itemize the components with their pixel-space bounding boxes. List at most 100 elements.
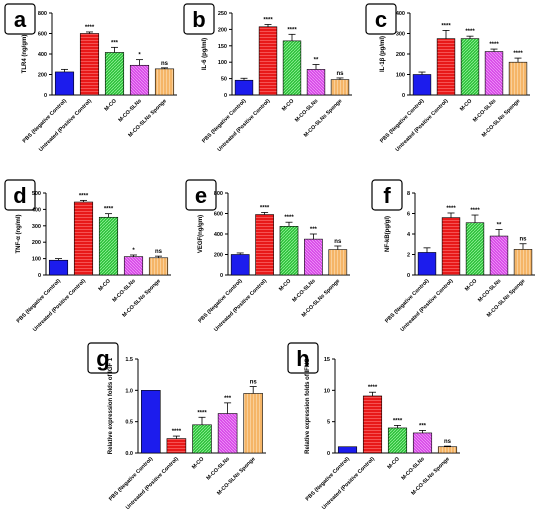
y-axis-label: TNF-α (ng/ml) (16, 214, 22, 253)
significance-label: **** (104, 207, 114, 213)
category-label: PBS (Negative Control) (379, 98, 425, 144)
significance-label: **** (368, 385, 378, 391)
bar (441, 217, 461, 276)
y-tick-label: 250 (218, 11, 227, 17)
bar (166, 438, 187, 454)
bar (98, 216, 119, 276)
y-tick-label: 0.0 (125, 451, 133, 457)
category-label: Untreated (Positive Control) (213, 278, 268, 333)
y-tick-label: 300 (396, 32, 405, 38)
category-label: PBS (Negative Control) (108, 456, 154, 502)
panel-letter-box (87, 342, 119, 374)
category-label: M-CO-SLNs (291, 278, 316, 303)
y-tick-label: 0 (38, 273, 41, 279)
bar (54, 71, 75, 96)
bar (387, 427, 408, 454)
bar (417, 252, 437, 276)
category-label: Untreated (Positive Control) (395, 98, 450, 153)
bar (304, 238, 323, 276)
significance-label: * (138, 53, 141, 59)
y-tick-label: 1.0 (125, 388, 133, 394)
significance-label: ns (336, 71, 344, 77)
bar (154, 68, 175, 96)
y-tick-label: 0 (407, 273, 410, 279)
panel-letter-box (185, 179, 217, 211)
y-tick-label: 200 (218, 27, 227, 33)
significance-label: *** (419, 423, 427, 429)
category-label: M-CO (464, 278, 478, 292)
significance-label: **** (489, 42, 499, 48)
significance-label: **** (513, 51, 523, 57)
y-tick-label: 200 (214, 253, 223, 259)
significance-label: **** (85, 25, 95, 31)
y-tick-label: 2 (407, 253, 410, 259)
y-tick-label: 300 (32, 224, 41, 230)
panel-letter-box (4, 3, 36, 35)
bar (412, 74, 432, 96)
y-tick-label: 5 (327, 420, 330, 426)
category-label: Untreated (Positive Control) (217, 98, 272, 153)
category-label: M-CO-SLNs (477, 278, 502, 303)
y-axis-label: IL-1β (pg/ml) (380, 36, 386, 72)
bar (437, 446, 458, 454)
significance-label: **** (172, 429, 182, 435)
category-label: M-CO (191, 456, 205, 470)
panel-letter-box (371, 179, 403, 211)
significance-label: ns (155, 249, 163, 255)
y-tick-label: 0.5 (125, 420, 133, 426)
bar (48, 259, 69, 276)
panel-h: h 0 5 10 15 Relative expression folds of IFNG… (287, 342, 460, 511)
panel-letter-box (4, 179, 36, 211)
significance-label: *** (224, 396, 232, 402)
y-tick-label: 200 (396, 52, 405, 58)
y-tick-label: 400 (32, 207, 41, 213)
y-tick-label: 8 (407, 191, 410, 197)
bar (255, 214, 274, 276)
y-tick-label: 400 (38, 52, 47, 58)
bar (362, 395, 383, 454)
bar (123, 256, 144, 276)
category-label: PBS (Negative Control) (197, 278, 243, 324)
bar (217, 413, 238, 454)
y-tick-label: 1.5 (125, 357, 133, 363)
y-tick-label: 100 (396, 73, 405, 79)
bar (192, 424, 212, 454)
significance-label: **** (284, 215, 294, 221)
bar (508, 61, 528, 96)
category-label: Untreated (Positive Control) (125, 456, 180, 511)
panel-letter: a (14, 7, 27, 32)
significance-label: **** (260, 205, 270, 211)
bar (513, 249, 533, 276)
y-axis-label: Relative expression folds of IGF 1 (108, 357, 114, 454)
panel-d: d 0 100 200 300 400 500 TNF-α (ng/ml) PBS (Negat… (4, 179, 171, 333)
category-label: M-CO (459, 98, 473, 112)
bar (489, 235, 509, 276)
bar (279, 226, 299, 276)
category-label: M-CO (278, 278, 292, 292)
category-label: M-CO (281, 98, 295, 112)
y-tick-label: 600 (38, 32, 47, 38)
y-tick-label: 400 (214, 232, 223, 238)
category-label: PBS (Negative Control) (305, 456, 351, 502)
bar (460, 38, 480, 96)
category-label: PBS (Negative Control) (16, 278, 62, 324)
y-tick-label: 150 (218, 44, 227, 50)
panel-g: g 0.0 0.5 1.0 1.5 Relative expression folds o… (87, 342, 266, 511)
bar (330, 79, 350, 96)
significance-label: *** (111, 40, 119, 46)
category-label: M-CO-SLNs (206, 456, 231, 481)
y-tick-label: 50 (221, 77, 227, 83)
y-tick-label: 800 (214, 191, 223, 197)
y-tick-label: 200 (32, 240, 41, 246)
category-label: PBS (Negative Control) (384, 278, 430, 324)
y-tick-label: 100 (218, 60, 227, 66)
significance-label: **** (465, 29, 475, 35)
bar (141, 390, 161, 454)
panel-letter: d (13, 183, 26, 208)
y-tick-label: 10 (324, 388, 330, 394)
category-label: M-CO-SLNs (294, 98, 319, 123)
significance-label: **** (441, 23, 451, 29)
bar (230, 254, 250, 276)
panel-letter-box (287, 342, 319, 374)
